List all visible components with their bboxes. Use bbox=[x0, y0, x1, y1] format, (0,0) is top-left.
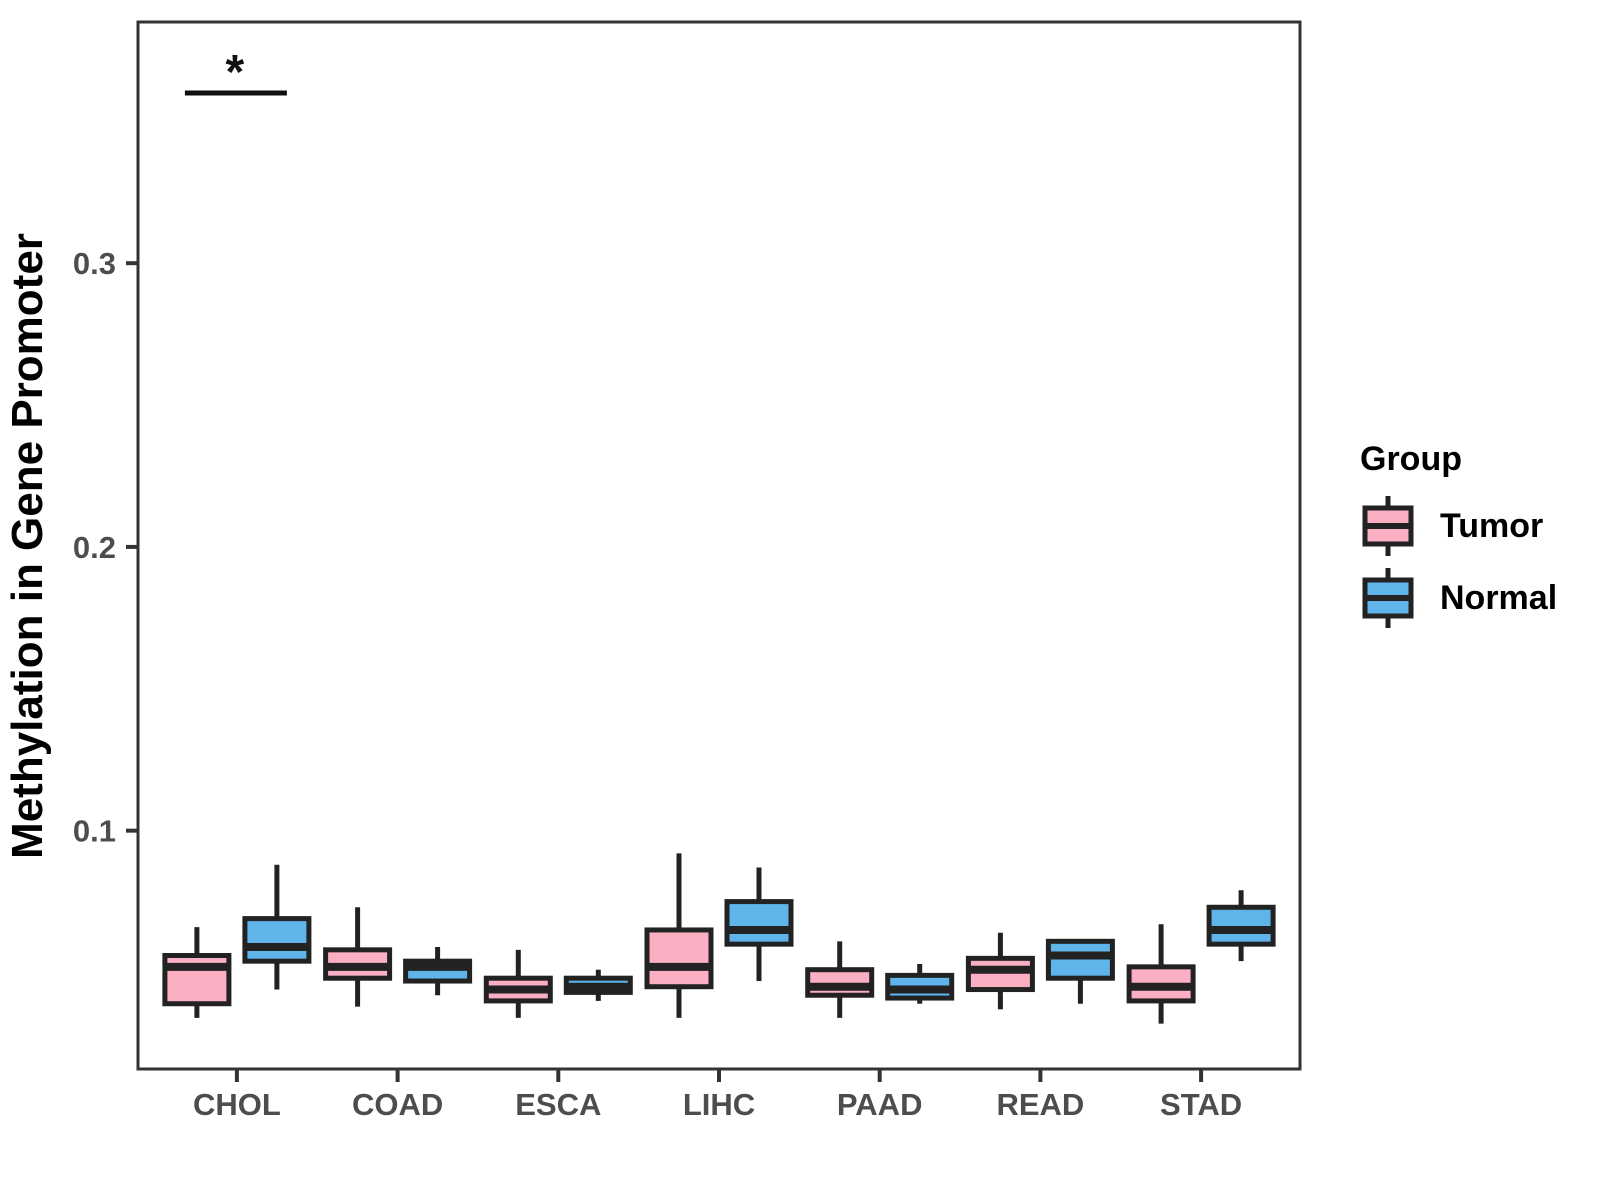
boxplot-normal-COAD bbox=[403, 946, 473, 996]
y-tick-label: 0.1 bbox=[73, 814, 116, 849]
boxplot-tumor-READ bbox=[965, 932, 1035, 1010]
legend-title: Group bbox=[1360, 440, 1462, 478]
boxplot-tumor-COAD bbox=[323, 907, 393, 1007]
boxplot-normal-PAAD bbox=[885, 964, 955, 1004]
boxplot-tumor-ESCA bbox=[483, 949, 553, 1018]
boxplot-tumor-LIHC bbox=[644, 853, 714, 1018]
normal-boxplot-key-icon bbox=[1362, 568, 1414, 628]
legend-item-tumor: Tumor bbox=[1358, 495, 1598, 557]
boxplot-tumor-CHOL bbox=[162, 927, 232, 1018]
y-axis-title: Methylation in Gene Promoter bbox=[3, 233, 52, 859]
iqr-box bbox=[965, 955, 1035, 993]
boxplot-tumor-PAAD bbox=[805, 941, 875, 1018]
x-axis-label-PAAD: PAAD bbox=[837, 1087, 923, 1122]
boxplot-normal-STAD bbox=[1206, 890, 1276, 962]
x-axis-label-LIHC: LIHC bbox=[683, 1087, 755, 1122]
boxplot-normal-READ bbox=[1045, 938, 1115, 1004]
iqr-box bbox=[1045, 938, 1115, 981]
y-tick-label: 0.2 bbox=[73, 530, 116, 565]
boxplot-normal-ESCA bbox=[563, 969, 633, 1001]
x-axis-label-ESCA: ESCA bbox=[515, 1087, 601, 1122]
boxplot-normal-LIHC bbox=[724, 867, 794, 982]
x-axis-label-STAD: STAD bbox=[1160, 1087, 1242, 1122]
iqr-box bbox=[162, 953, 232, 1007]
significance-star: * bbox=[226, 46, 245, 99]
tumor-boxplot-key-icon bbox=[1362, 496, 1414, 556]
x-axis-label-COAD: COAD bbox=[352, 1087, 443, 1122]
boxplot-normal-CHOL bbox=[242, 864, 312, 990]
legend-label-normal: Normal bbox=[1440, 578, 1558, 617]
x-axis-label-CHOL: CHOL bbox=[193, 1087, 281, 1122]
iqr-box bbox=[1206, 904, 1276, 947]
iqr-box bbox=[724, 899, 794, 947]
legend-label-tumor: Tumor bbox=[1440, 506, 1544, 545]
iqr-box bbox=[805, 967, 875, 998]
legend-item-normal: Normal bbox=[1358, 567, 1598, 629]
boxplot-tumor-STAD bbox=[1126, 924, 1196, 1024]
iqr-box bbox=[644, 927, 714, 990]
y-tick-label: 0.3 bbox=[73, 246, 116, 281]
legend: Group Tumor Normal bbox=[1358, 440, 1598, 639]
x-axis-label-READ: READ bbox=[996, 1087, 1084, 1122]
iqr-box bbox=[242, 916, 312, 964]
plot-panel-border bbox=[136, 20, 1302, 1071]
